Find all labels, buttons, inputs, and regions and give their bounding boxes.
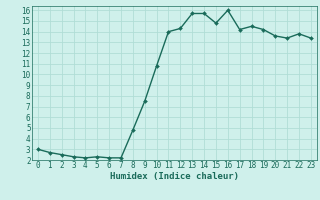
X-axis label: Humidex (Indice chaleur): Humidex (Indice chaleur) (110, 172, 239, 181)
